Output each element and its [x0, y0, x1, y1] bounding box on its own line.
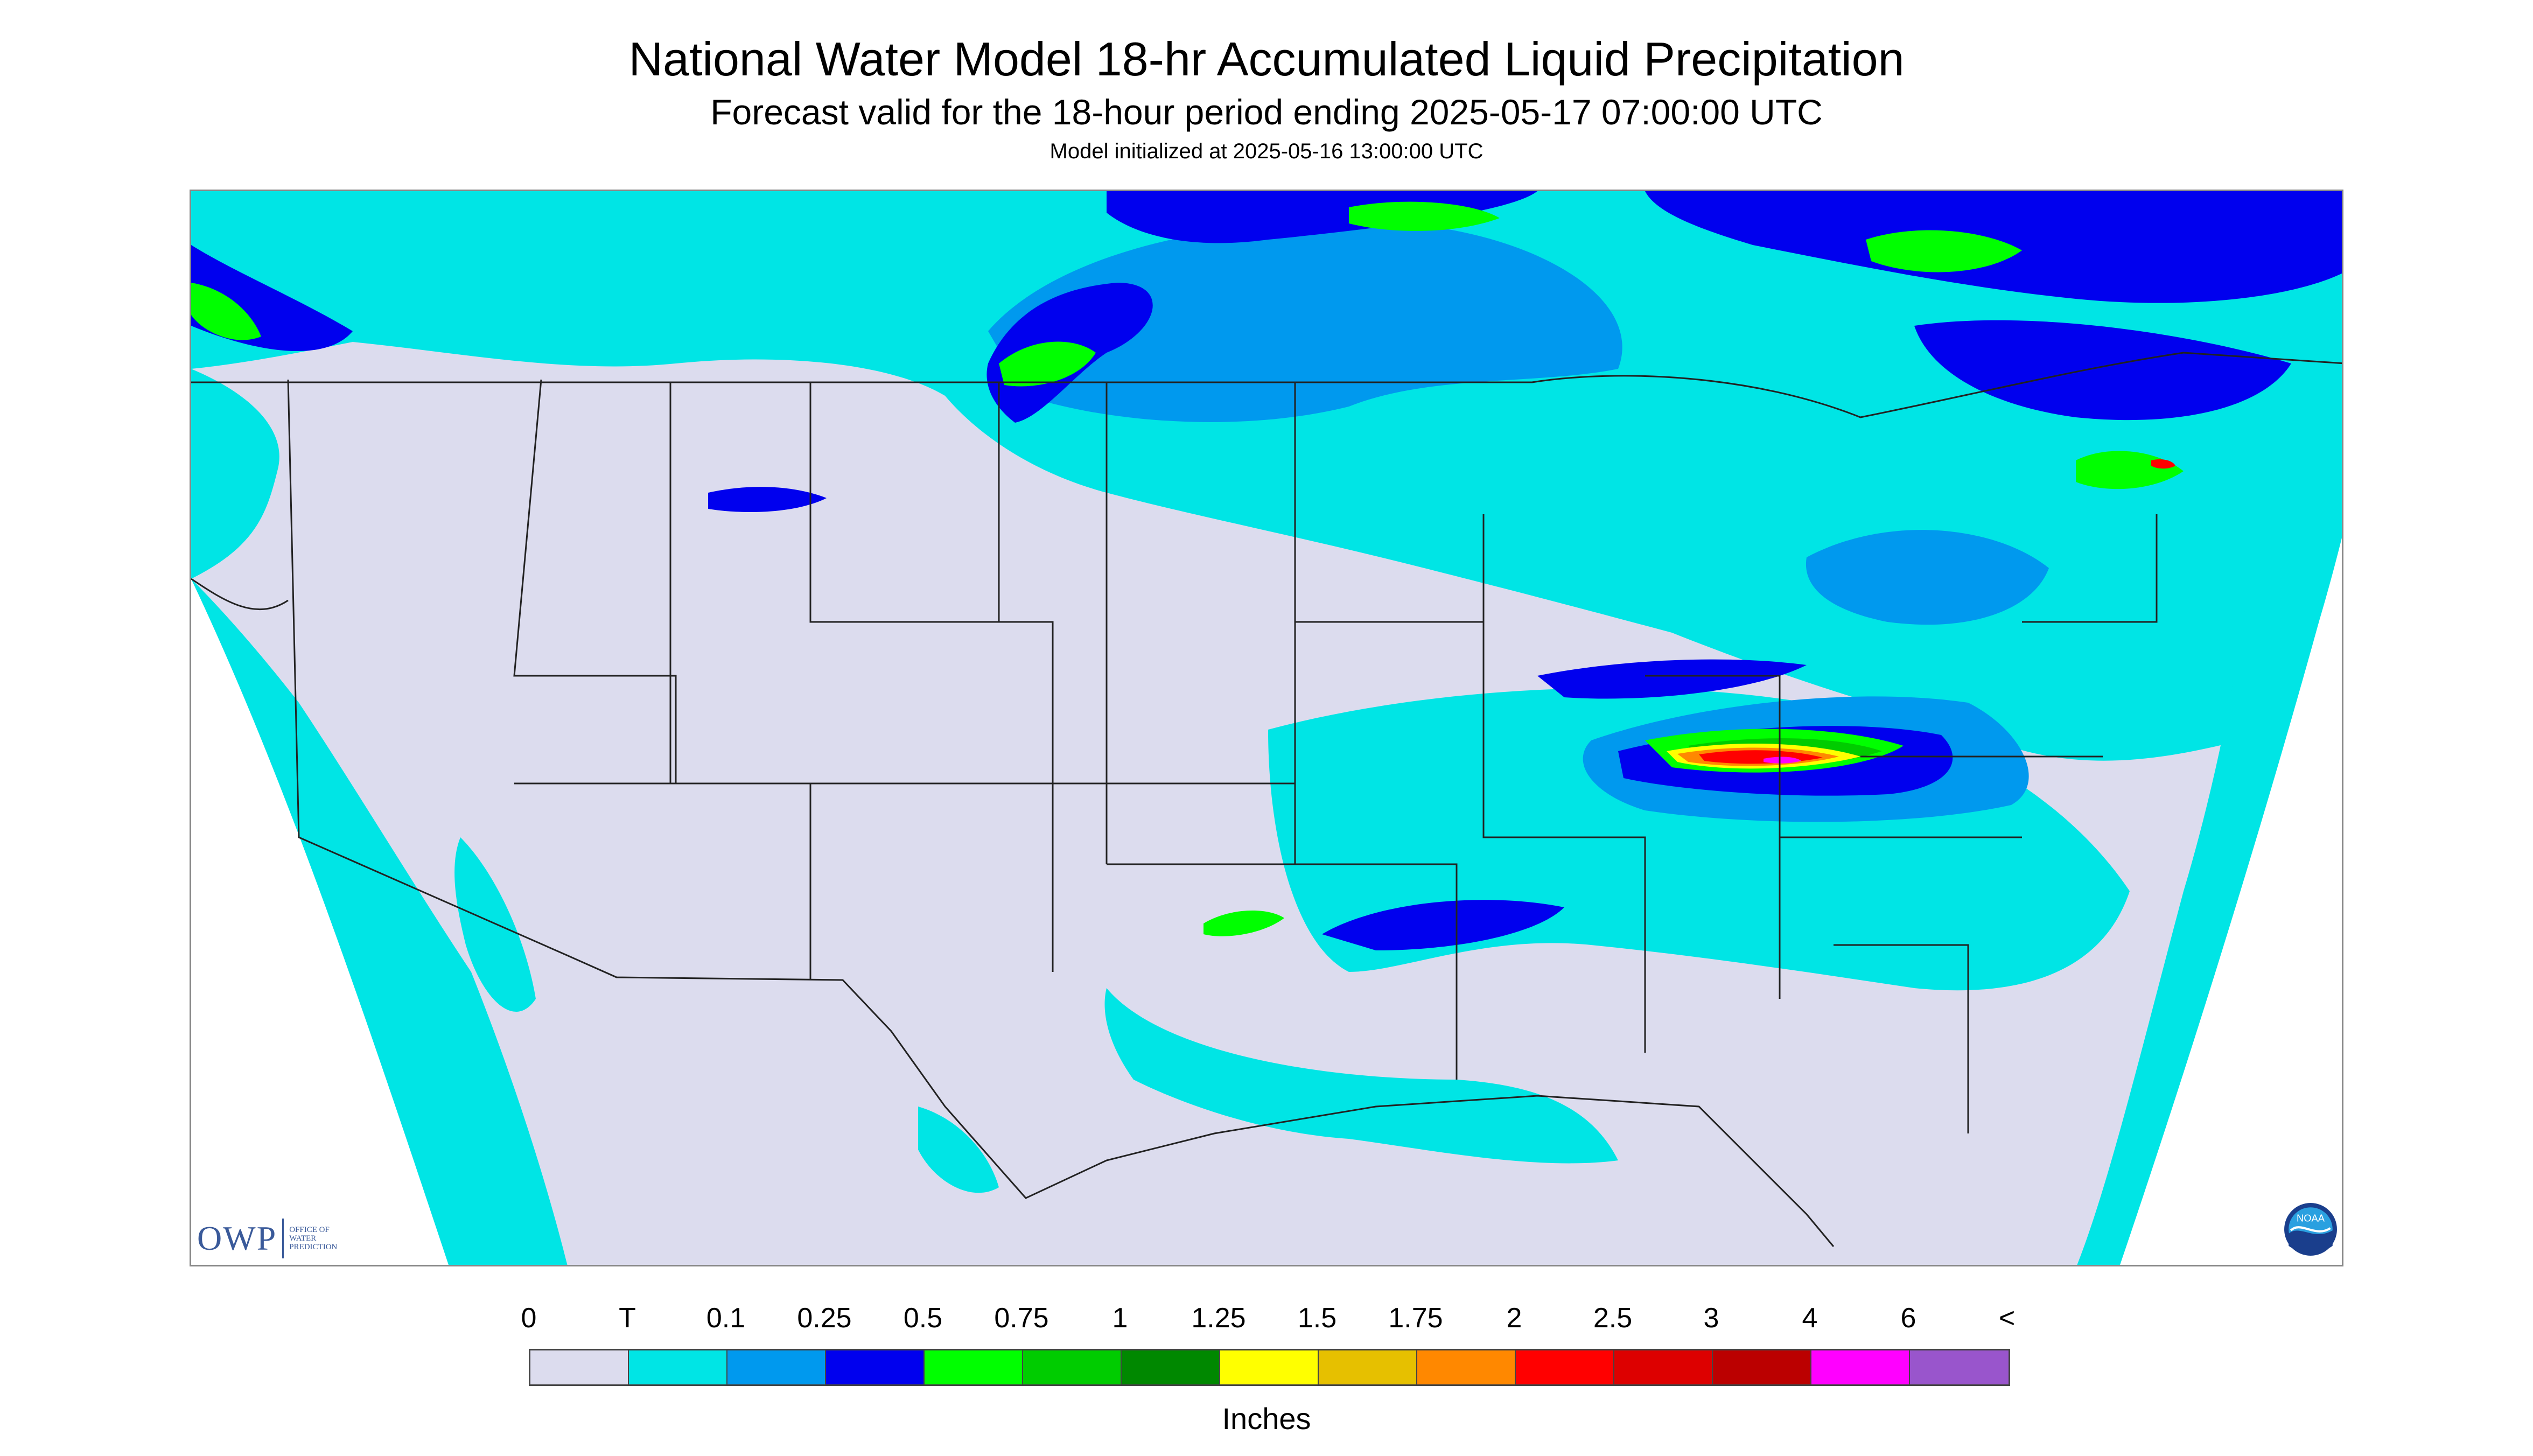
colorbar-swatch	[1614, 1350, 1713, 1384]
colorbar	[529, 1349, 2010, 1386]
colorbar-tick-label: 1.5	[1297, 1303, 1337, 1334]
noaa-logo-text: NOAA	[2297, 1213, 2325, 1224]
heavy-precip-areas	[191, 201, 2184, 936]
political-boundaries	[191, 352, 2342, 1247]
colorbar-swatch	[1811, 1350, 1910, 1384]
colorbar-tick-label: 0	[521, 1303, 537, 1334]
colorbar-swatch	[1910, 1350, 2009, 1384]
colorbar-swatch	[629, 1350, 727, 1384]
colorbar-tick-label: 0.25	[797, 1303, 852, 1334]
owp-logo: OWP OFFICE OF WATER PREDICTION	[197, 1214, 337, 1263]
colorbar-tick-label: 2	[1506, 1303, 1522, 1334]
colorbar-tick-label: 0.5	[903, 1303, 943, 1334]
colorbar-tick-label: 6	[1900, 1303, 1916, 1334]
colorbar-swatch	[1417, 1350, 1516, 1384]
colorbar-tick-label: 0.75	[994, 1303, 1049, 1334]
colorbar-units: Inches	[1222, 1402, 1311, 1436]
colorbar-swatch	[1122, 1350, 1220, 1384]
colorbar-swatch	[727, 1350, 826, 1384]
colorbar-tick-label: 3	[1703, 1303, 1719, 1334]
map-title: National Water Model 18-hr Accumulated L…	[628, 32, 1905, 86]
colorbar-tick-label: 1.25	[1191, 1303, 1246, 1334]
colorbar-tick-label: 2.5	[1593, 1303, 1633, 1334]
colorbar-tick-label: 4	[1802, 1303, 1818, 1334]
colorbar-swatch	[1319, 1350, 1417, 1384]
colorbar-swatch	[826, 1350, 925, 1384]
colorbar-swatch	[1023, 1350, 1122, 1384]
colorbar-tick-label: <	[1998, 1303, 2016, 1334]
map-canvas	[191, 191, 2342, 1265]
colorbar-swatch	[1713, 1350, 1811, 1384]
owp-logo-text: OFFICE OF WATER PREDICTION	[289, 1226, 338, 1251]
map-subtitle: Forecast valid for the 18-hour period en…	[710, 92, 1823, 132]
colorbar-labels: 0 T 0.1 0.25 0.5 0.75 1 1.25 1.5 1.75 2 2.5 3 4 6 <	[521, 1302, 2016, 1334]
owp-logo-mark: OWP	[197, 1219, 277, 1257]
colorbar-swatch	[1220, 1350, 1319, 1384]
colorbar-swatch	[925, 1350, 1023, 1384]
noaa-logo-icon: NOAA	[2284, 1203, 2337, 1256]
colorbar-tick-label: T	[619, 1303, 636, 1334]
owp-logo-divider	[282, 1219, 284, 1258]
model-init-time: Model initialized at 2025-05-16 13:00:00…	[1049, 139, 1484, 163]
colorbar-tick-label: 1	[1112, 1303, 1128, 1334]
precipitation-map	[190, 190, 2343, 1266]
colorbar-swatch	[530, 1350, 629, 1384]
colorbar-tick-label: 1.75	[1388, 1303, 1443, 1334]
colorbar-swatch	[1516, 1350, 1614, 1384]
colorbar-tick-label: 0.1	[706, 1303, 746, 1334]
